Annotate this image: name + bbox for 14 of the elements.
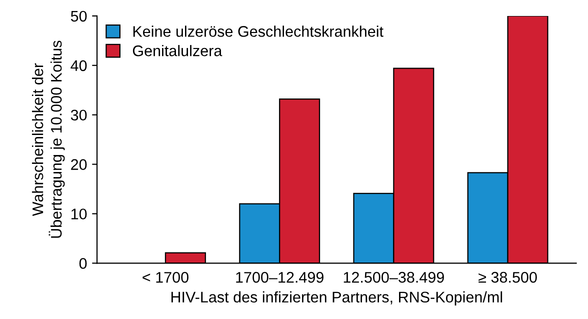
y-tick-label: 0 — [79, 258, 87, 269]
y-tick-label: 50 — [70, 10, 87, 22]
legend-label: Keine ulzeröse Geschlechtskrankheit — [133, 26, 384, 37]
legend-label: Genitalulzera — [132, 45, 222, 56]
y-axis-title: Wahrscheinlichkeit der Übertragung je 10.000 Koitus — [32, 40, 65, 238]
y-tick-label: 30 — [70, 110, 87, 121]
x-tick-label: 1700–12.499 — [236, 272, 324, 283]
x-tick-label: ≥ 38.500 — [478, 272, 537, 283]
y-tick-label: 10 — [71, 208, 87, 220]
x-tick-label: < 1700 — [142, 272, 188, 283]
y-tick-label: 20 — [71, 159, 87, 170]
y-tick-label: 40 — [70, 60, 87, 72]
x-axis-title: HIV-Last des infizierten Partners, RNS-Kopien/ml — [171, 291, 502, 306]
x-tick-label: 12.500–38.499 — [344, 272, 444, 283]
